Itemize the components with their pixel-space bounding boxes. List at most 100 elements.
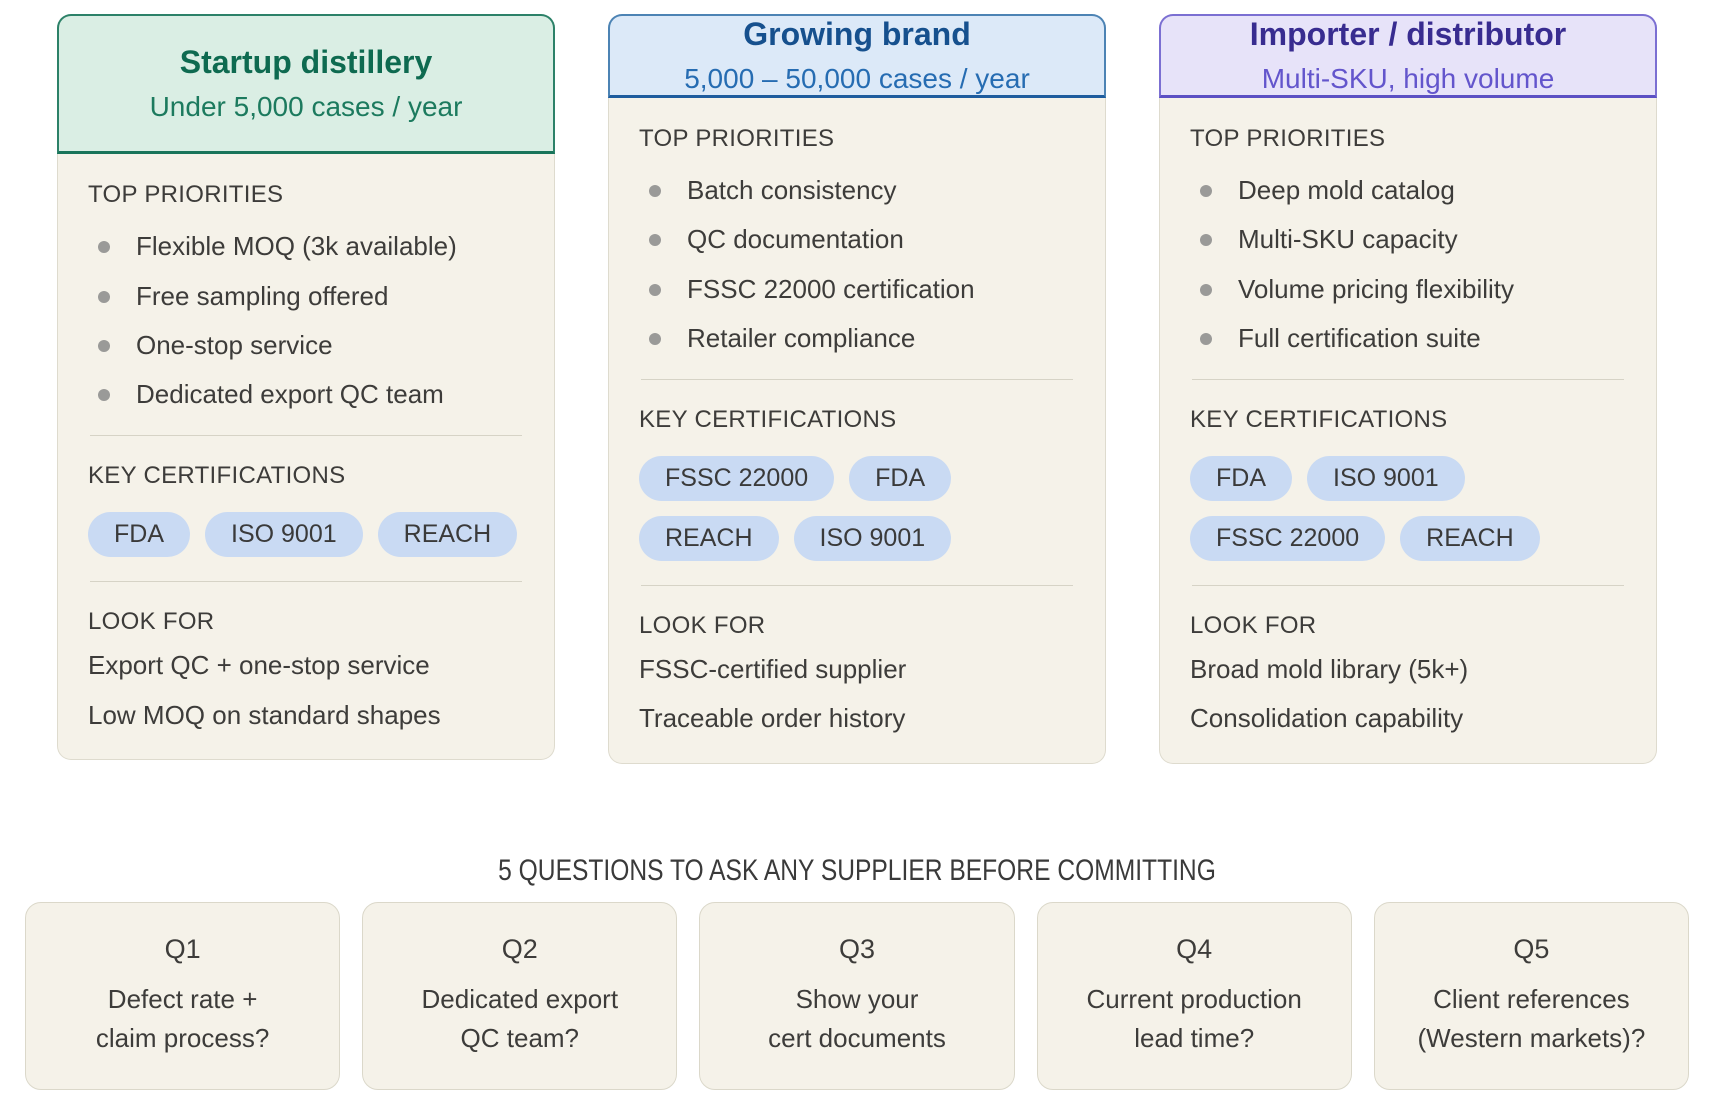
priorities-list: Flexible MOQ (3k available) Free samplin… <box>88 230 524 411</box>
certification-badge: ISO 9001 <box>1307 456 1465 502</box>
question-text-line: QC team? <box>460 1023 580 1053</box>
priority-item: One-stop service <box>88 329 524 362</box>
question-card-q4: Q4 Current production lead time? <box>1036 902 1352 1090</box>
bullet-icon <box>649 332 661 345</box>
priority-item: Volume pricing flexibility <box>1190 273 1626 306</box>
priority-text: Volume pricing flexibility <box>1238 273 1515 304</box>
section-label-look-for: LOOK FOR <box>1190 612 1317 640</box>
bullet-icon <box>649 185 661 197</box>
certification-badge: FDA <box>88 512 190 558</box>
priority-item: Deep mold catalog <box>1190 174 1626 207</box>
divider <box>641 585 1073 587</box>
priority-text: Deep mold catalog <box>1238 175 1455 205</box>
priority-text: Flexible MOQ (3k available) <box>136 231 457 262</box>
persona-card-growing-brand: Growing brand 5,000 – 50,000 cases / yea… <box>608 14 1106 764</box>
priority-item: Flexible MOQ (3k available) <box>88 230 524 263</box>
question-card-q2: Q2 Dedicated export QC team? <box>362 902 678 1090</box>
certifications-badges: FDA ISO 9001 REACH <box>88 512 524 558</box>
section-label-key-certifications: KEY CERTIFICATIONS <box>639 406 897 434</box>
divider <box>1192 379 1624 381</box>
card-body: TOP PRIORITIES Deep mold catalog Multi-S… <box>1159 98 1657 764</box>
persona-card-startup-distillery: Startup distillery Under 5,000 cases / y… <box>57 14 555 760</box>
card-header: Startup distillery Under 5,000 cases / y… <box>57 14 555 155</box>
card-subtitle: Under 5,000 cases / year <box>149 91 463 123</box>
section-label-look-for: LOOK FOR <box>88 608 215 636</box>
section-label-key-certifications: KEY CERTIFICATIONS <box>88 462 346 490</box>
questions-section-heading: 5 QUESTIONS TO ASK ANY SUPPLIER BEFORE C… <box>498 854 1216 887</box>
card-header: Growing brand 5,000 – 50,000 cases / yea… <box>608 14 1106 98</box>
look-for-line: FSSC-certified supplier <box>639 654 907 685</box>
bullet-icon <box>98 389 110 402</box>
card-body: TOP PRIORITIES Batch consistency QC docu… <box>608 98 1106 764</box>
priority-text: QC documentation <box>687 224 904 255</box>
bullet-icon <box>649 234 661 247</box>
section-label-top-priorities: TOP PRIORITIES <box>639 125 835 152</box>
priority-item: QC documentation <box>639 223 1075 256</box>
priority-text: One-stop service <box>136 329 333 360</box>
certifications-badges: FDA ISO 9001 FSSC 22000 REACH <box>1190 456 1626 562</box>
question-card-q3: Q3 Show your cert documents <box>699 902 1015 1090</box>
look-for-line: Low MOQ on standard shapes <box>88 699 441 730</box>
divider <box>1192 585 1624 587</box>
question-id: Q5 <box>1513 934 1550 964</box>
card-subtitle: 5,000 – 50,000 cases / year <box>684 63 1030 94</box>
question-text-line: Client references <box>1433 984 1630 1014</box>
look-for-line: Export QC + one-stop service <box>88 650 430 681</box>
certification-badge: FDA <box>849 456 952 502</box>
question-text-line: (Western markets)? <box>1417 1023 1646 1053</box>
section-label-top-priorities: TOP PRIORITIES <box>88 181 284 209</box>
look-for-line: Traceable order history <box>639 703 906 734</box>
question-text-line: Show your <box>795 984 919 1014</box>
section-label-key-certifications: KEY CERTIFICATIONS <box>1190 406 1448 434</box>
certification-badge: ISO 9001 <box>793 516 952 562</box>
certification-badge: ISO 9001 <box>205 512 363 558</box>
question-text-line: cert documents <box>768 1023 946 1053</box>
questions-row: Q1 Defect rate + claim process? Q2 Dedic… <box>25 902 1689 1090</box>
priority-item: Batch consistency <box>639 174 1075 207</box>
priorities-list: Deep mold catalog Multi-SKU capacity Vol… <box>1190 174 1626 355</box>
divider <box>90 581 522 583</box>
priority-text: FSSC 22000 certification <box>687 273 975 304</box>
priority-text: Batch consistency <box>687 175 897 205</box>
priority-item: Retailer compliance <box>639 322 1075 355</box>
look-for-line: Consolidation capability <box>1190 703 1464 734</box>
priorities-list: Batch consistency QC documentation FSSC … <box>639 174 1075 355</box>
question-text-line: Current production <box>1086 984 1302 1014</box>
priority-text: Multi-SKU capacity <box>1238 224 1458 255</box>
priority-text: Dedicated export QC team <box>136 379 444 410</box>
priority-text: Free sampling offered <box>136 280 389 311</box>
divider <box>90 435 522 437</box>
certification-badge: FDA <box>1190 456 1292 502</box>
card-subtitle: Multi-SKU, high volume <box>1261 63 1555 94</box>
priority-item: Multi-SKU capacity <box>1190 223 1626 256</box>
bullet-icon <box>1200 234 1212 247</box>
bullet-icon <box>1200 332 1212 345</box>
certifications-badges: FSSC 22000 FDA REACH ISO 9001 <box>639 456 1075 562</box>
section-label-top-priorities: TOP PRIORITIES <box>1190 125 1386 152</box>
bullet-icon <box>98 290 110 303</box>
section-label-look-for: LOOK FOR <box>639 612 766 640</box>
priority-item: FSSC 22000 certification <box>639 273 1075 306</box>
look-for-line: Broad mold library (5k+) <box>1190 654 1469 685</box>
question-id: Q1 <box>164 934 201 964</box>
persona-cards-row: Startup distillery Under 5,000 cases / y… <box>57 14 1657 764</box>
question-text-line: claim process? <box>95 1023 270 1053</box>
question-id: Q4 <box>1176 934 1213 964</box>
bullet-icon <box>1200 283 1212 296</box>
question-id: Q2 <box>501 934 538 964</box>
bullet-icon <box>649 283 661 296</box>
divider <box>641 379 1073 381</box>
question-card-q1: Q1 Defect rate + claim process? <box>25 902 341 1090</box>
priority-text: Full certification suite <box>1238 322 1481 353</box>
certification-badge: REACH <box>639 516 779 562</box>
priority-item: Full certification suite <box>1190 322 1626 355</box>
certification-badge: FSSC 22000 <box>1190 516 1386 562</box>
question-text-line: Dedicated export <box>421 984 619 1014</box>
question-text-line: lead time? <box>1134 1023 1255 1053</box>
card-title: Startup distillery <box>179 44 433 81</box>
certification-badge: FSSC 22000 <box>639 456 835 502</box>
card-header: Importer / distributor Multi-SKU, high v… <box>1159 14 1657 98</box>
bullet-icon <box>98 241 110 254</box>
question-id: Q3 <box>838 934 875 964</box>
